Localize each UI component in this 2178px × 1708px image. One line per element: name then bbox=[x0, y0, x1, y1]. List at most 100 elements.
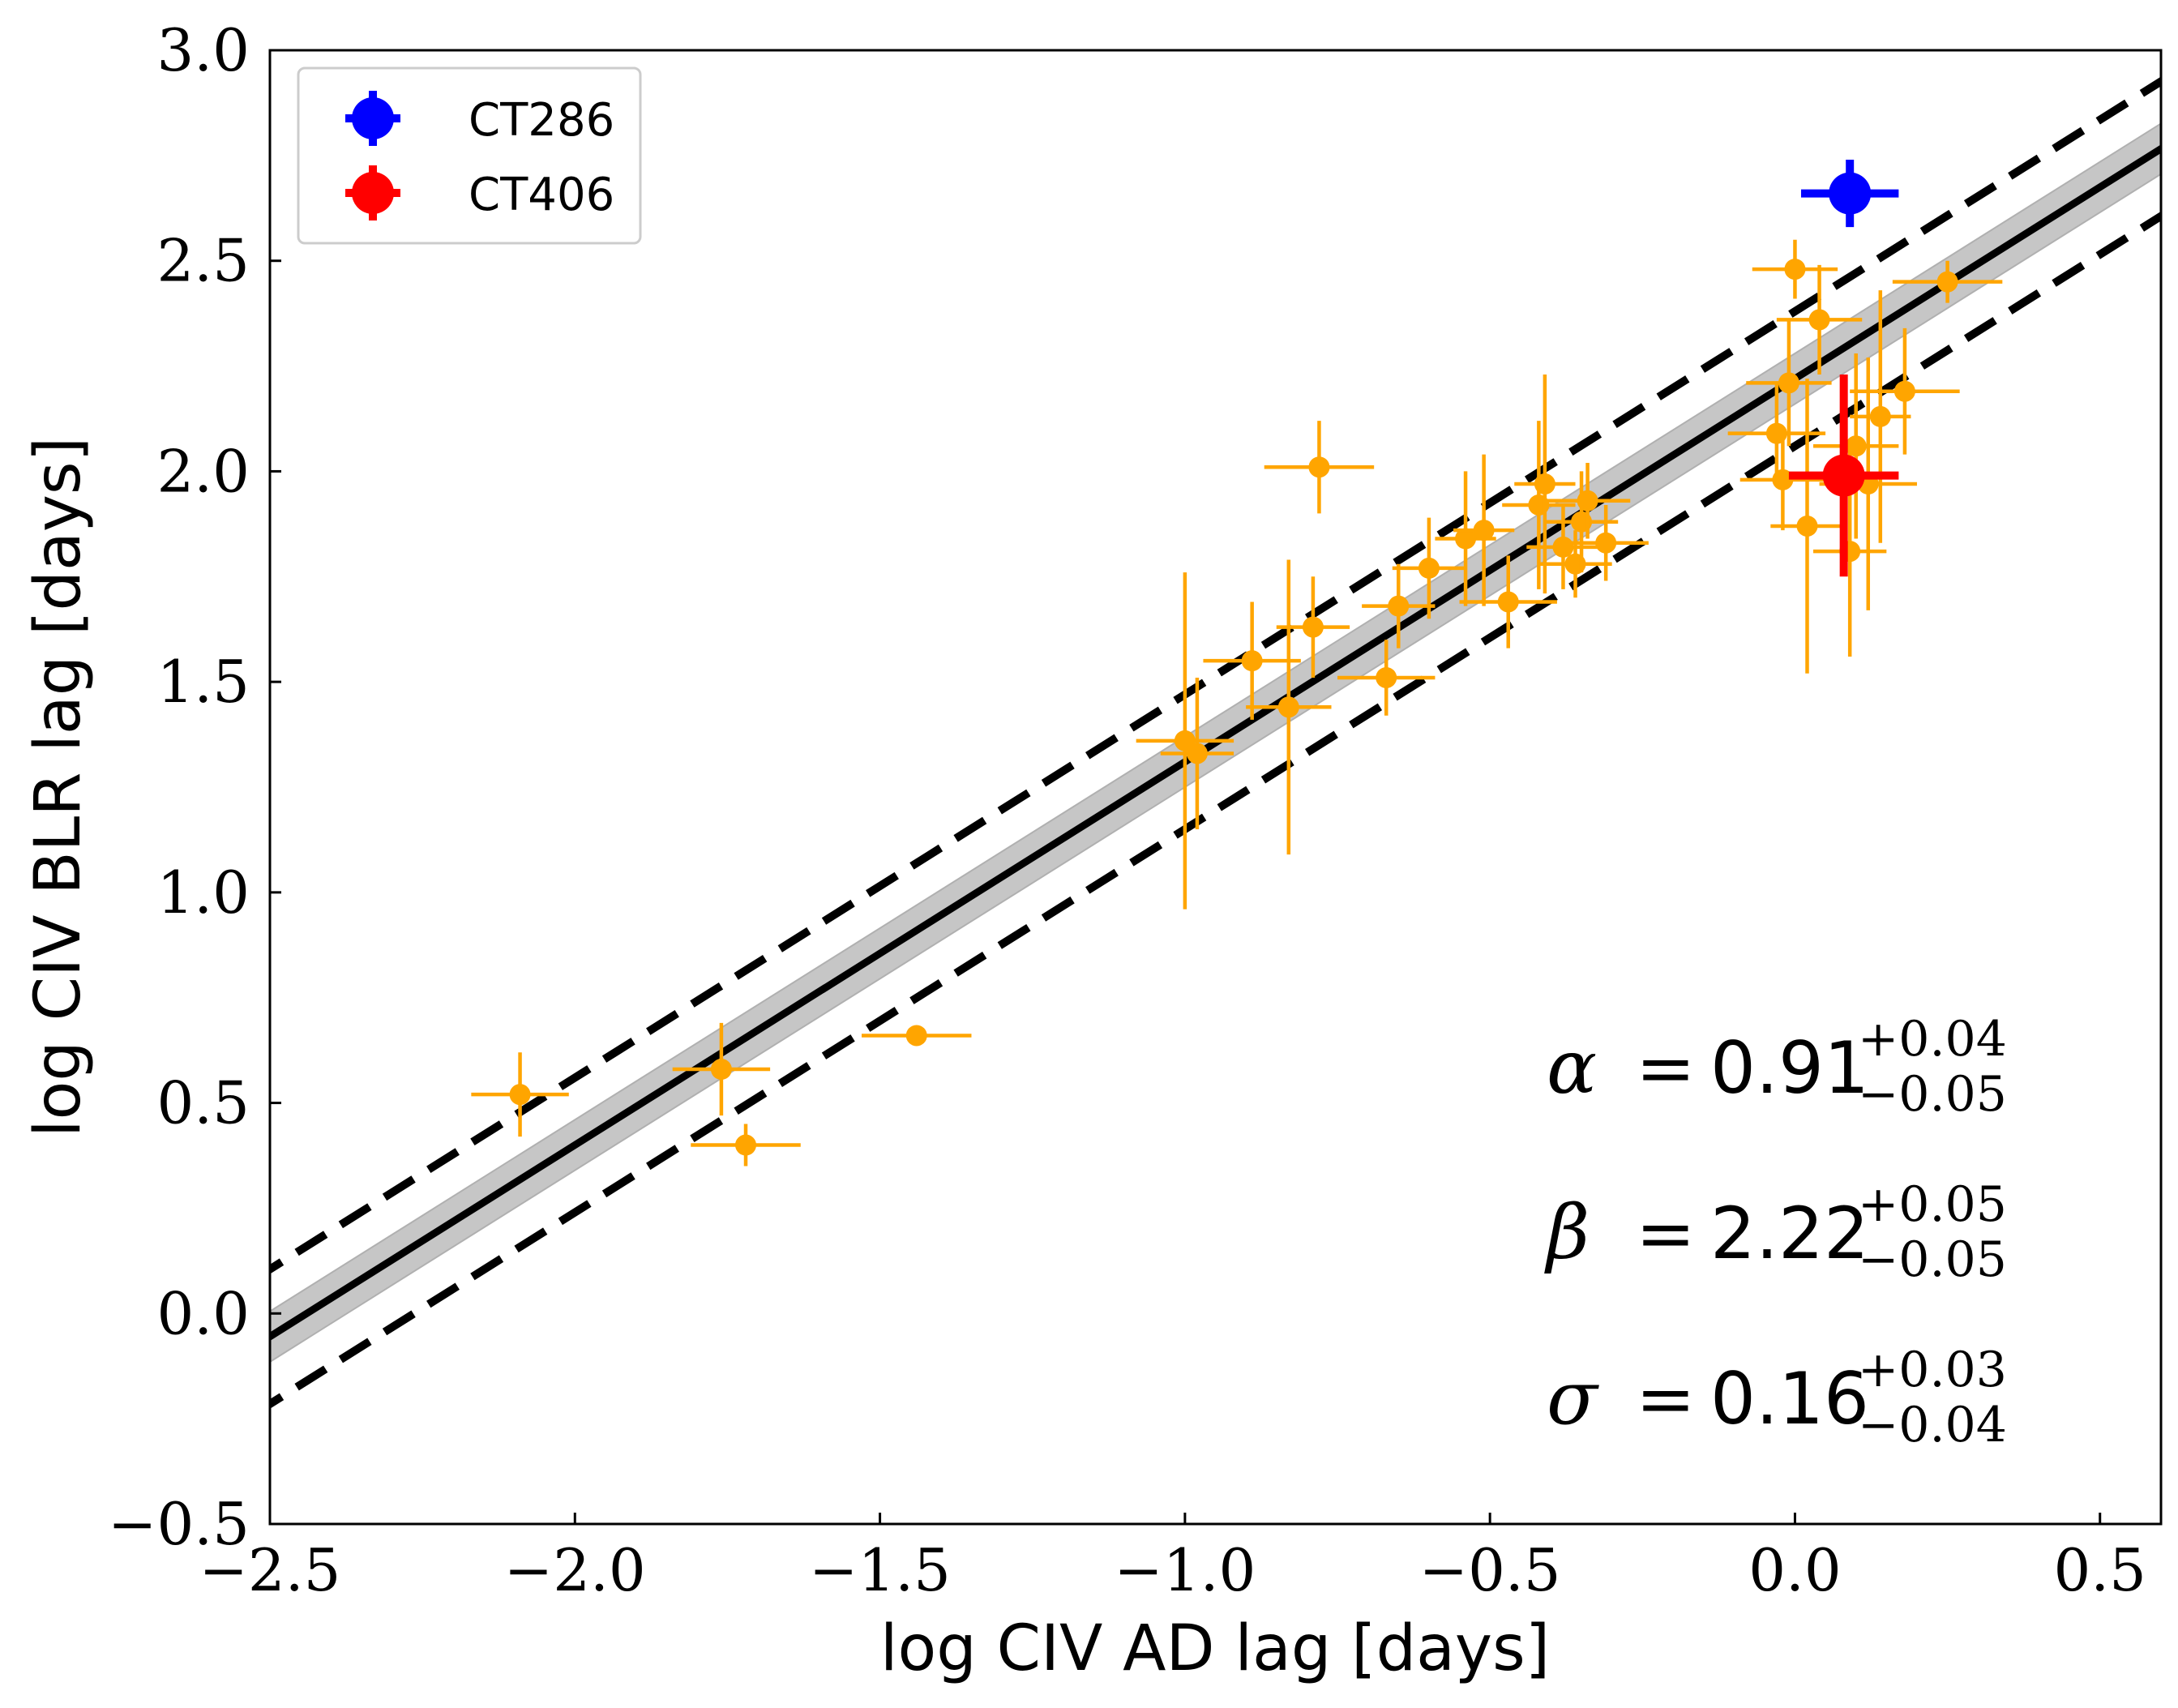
sample-point-26 bbox=[1752, 239, 1838, 299]
sample-marker-2 bbox=[735, 1134, 757, 1156]
sample-point-0 bbox=[471, 1052, 569, 1137]
axis-ticks: −2.5 −2.0 −1.5 −1.0 −0.5 0.0 0.5 −0.5 0.0 0.5 1.0 1… bbox=[108, 16, 2146, 1604]
sample-point-21 bbox=[1544, 463, 1631, 539]
sample-point-17 bbox=[1514, 374, 1576, 594]
y-tick-label-7: 3.0 bbox=[156, 16, 250, 84]
sample-point-32 bbox=[1850, 290, 1911, 543]
sample-point-28 bbox=[1776, 264, 1863, 375]
y-tick-label-6: 2.5 bbox=[156, 227, 250, 295]
sample-point-3 bbox=[862, 1025, 972, 1047]
beta-equals: = bbox=[1636, 1192, 1696, 1275]
x-tick-label-2: −1.5 bbox=[809, 1536, 951, 1604]
sample-point-34 bbox=[1892, 260, 2003, 303]
sample-point-1 bbox=[672, 1022, 771, 1116]
best-fit-line bbox=[270, 144, 2161, 1342]
sample-marker-0 bbox=[509, 1084, 531, 1106]
sample-marker-30 bbox=[1845, 435, 1867, 457]
sigma-symbol: σ bbox=[1547, 1355, 1599, 1441]
sample-point-2 bbox=[691, 1124, 801, 1166]
sample-marker-21 bbox=[1577, 490, 1598, 512]
sample-marker-9 bbox=[1308, 456, 1330, 478]
annotation-beta: β = 2.22 +0.05 −0.05 bbox=[1544, 1176, 2007, 1288]
y-tick-label-5: 2.0 bbox=[156, 437, 250, 505]
sample-point-30 bbox=[1813, 353, 1899, 539]
sample-marker-12 bbox=[1418, 557, 1440, 579]
highlight-marker-ct406 bbox=[1822, 454, 1865, 497]
sample-marker-28 bbox=[1808, 309, 1830, 331]
sample-point-7 bbox=[1246, 559, 1332, 855]
beta-lower-error: −0.05 bbox=[1858, 1231, 2007, 1288]
legend-marker-ct406 bbox=[352, 172, 394, 214]
annotation-sigma: σ = 0.16 +0.03 −0.04 bbox=[1547, 1342, 2007, 1453]
sample-point-22 bbox=[1563, 504, 1649, 581]
scatter-upper-dashed-line bbox=[270, 76, 2161, 1274]
plot-area bbox=[270, 76, 2161, 1409]
sample-marker-18 bbox=[1552, 536, 1574, 558]
sample-marker-33 bbox=[1893, 380, 1915, 402]
sample-marker-5 bbox=[1186, 743, 1208, 764]
scatter-lower-dashed-line bbox=[270, 211, 2161, 1409]
sigma-value: 0.16 bbox=[1710, 1357, 1869, 1440]
annotation-alpha: α = 0.91 +0.04 −0.05 bbox=[1547, 1011, 2007, 1123]
sample-point-12 bbox=[1392, 517, 1466, 619]
sample-point-15 bbox=[1459, 555, 1557, 649]
y-tick-label-4: 1.5 bbox=[156, 648, 250, 716]
sample-point-6 bbox=[1203, 601, 1301, 720]
x-tick-label-6: 0.5 bbox=[2053, 1536, 2146, 1604]
plot-frame bbox=[268, 49, 2163, 1526]
sample-marker-24 bbox=[1772, 469, 1794, 490]
sample-point-11 bbox=[1362, 563, 1436, 649]
legend: CT286 CT406 bbox=[297, 66, 642, 245]
legend-label-ct406: CT406 bbox=[469, 169, 614, 221]
sample-point-27 bbox=[1770, 379, 1844, 674]
sample-marker-13 bbox=[1455, 528, 1477, 550]
alpha-value: 0.91 bbox=[1710, 1026, 1869, 1110]
alpha-lower-error: −0.05 bbox=[1858, 1066, 2007, 1123]
y-tick-label-1: 0.0 bbox=[156, 1279, 250, 1347]
sample-point-10 bbox=[1337, 640, 1436, 716]
x-tick-label-0: −2.5 bbox=[199, 1536, 341, 1604]
sample-marker-10 bbox=[1376, 666, 1397, 688]
sample-marker-32 bbox=[1869, 405, 1891, 427]
x-tick-label-3: −1.0 bbox=[1114, 1536, 1256, 1604]
sigma-lower-error: −0.04 bbox=[1858, 1397, 2007, 1453]
x-tick-label-1: −2.0 bbox=[504, 1536, 646, 1604]
y-tick-label-2: 0.5 bbox=[156, 1069, 250, 1137]
alpha-upper-error: +0.04 bbox=[1858, 1011, 2007, 1068]
sample-marker-1 bbox=[710, 1059, 732, 1081]
sample-marker-3 bbox=[905, 1025, 927, 1047]
sample-marker-15 bbox=[1497, 591, 1519, 613]
highlight-marker-ct286 bbox=[1829, 172, 1872, 215]
sample-point-14 bbox=[1453, 454, 1515, 606]
sigma-upper-error: +0.03 bbox=[1858, 1342, 2007, 1398]
x-axis-label: log CIV AD lag [days] bbox=[880, 1612, 1550, 1685]
legend-marker-ct286 bbox=[352, 97, 394, 139]
beta-symbol: β bbox=[1544, 1189, 1590, 1276]
y-tick-label-3: 1.0 bbox=[156, 858, 250, 927]
y-axis-label: log CIV BLR lag [days] bbox=[22, 437, 95, 1137]
sample-marker-25 bbox=[1778, 372, 1799, 394]
highlight-point-ct406 bbox=[1788, 374, 1899, 577]
sample-point-33 bbox=[1850, 327, 1960, 455]
sample-marker-22 bbox=[1595, 532, 1617, 554]
sample-marker-26 bbox=[1784, 259, 1806, 280]
x-tick-label-4: −0.5 bbox=[1419, 1536, 1561, 1604]
sample-point-9 bbox=[1264, 421, 1375, 514]
sample-marker-34 bbox=[1936, 271, 1958, 293]
sample-point-24 bbox=[1739, 429, 1826, 531]
sample-point-8 bbox=[1276, 576, 1350, 678]
sample-marker-8 bbox=[1302, 616, 1324, 638]
y-tick-label-0: −0.5 bbox=[108, 1490, 250, 1558]
x-tick-label-5: 0.0 bbox=[1748, 1536, 1842, 1604]
beta-upper-error: +0.05 bbox=[1858, 1176, 2007, 1233]
sample-marker-7 bbox=[1277, 696, 1299, 718]
highlight-point-ct286 bbox=[1800, 160, 1899, 228]
sample-marker-11 bbox=[1388, 595, 1410, 617]
alpha-equals: = bbox=[1636, 1026, 1696, 1110]
sigma-equals: = bbox=[1636, 1357, 1696, 1440]
sample-point-25 bbox=[1746, 319, 1832, 447]
sample-marker-14 bbox=[1473, 520, 1495, 542]
alpha-symbol: α bbox=[1547, 1024, 1597, 1111]
